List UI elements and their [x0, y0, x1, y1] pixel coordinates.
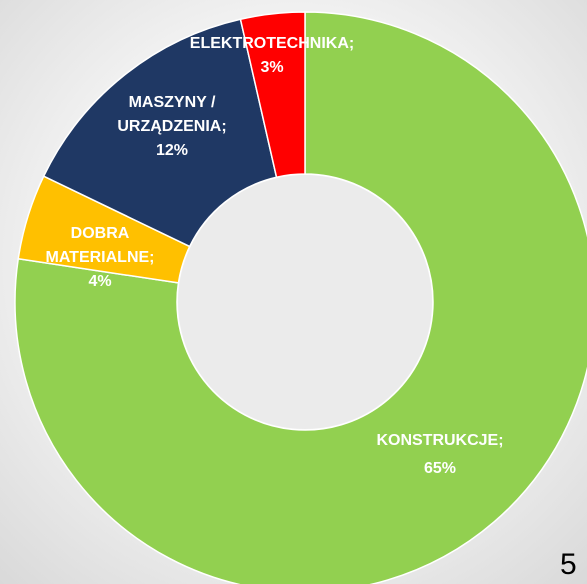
label-line: DOBRA	[71, 225, 130, 242]
page-number: 5	[560, 548, 577, 581]
value-label: 65%	[424, 460, 456, 477]
label-line: ELEKTROTECHNIKA;	[190, 35, 354, 52]
label-line: MASZYNY /	[129, 94, 216, 111]
label-line: KONSTRUKCJE;	[376, 432, 503, 449]
value-label: 3%	[260, 59, 283, 76]
labels: KONSTRUKCJE; 65% DOBRA MATERIALNE; 4% MASZYNY…	[45, 35, 503, 477]
donut-hole	[178, 175, 432, 429]
category-label: ELEKTROTECHNIKA;	[190, 35, 354, 52]
label-line: MATERIALNE;	[45, 249, 154, 266]
category-label: KONSTRUKCJE;	[376, 432, 503, 449]
label-line: URZĄDZENIA;	[117, 118, 226, 135]
category-label: DOBRA MATERIALNE;	[45, 225, 154, 266]
slice	[42, 18, 278, 248]
category-label: MASZYNY / URZĄDZENIA;	[117, 94, 226, 135]
slices	[14, 11, 587, 584]
value-label: 4%	[88, 273, 111, 290]
slice	[14, 11, 587, 584]
value-label: 12%	[156, 142, 188, 159]
slice	[239, 11, 306, 179]
